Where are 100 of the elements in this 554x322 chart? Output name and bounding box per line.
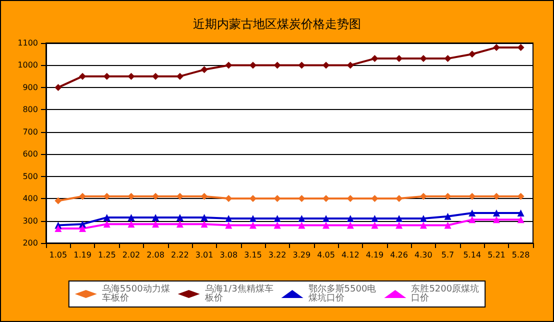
point [152,214,160,221]
point [176,220,184,228]
point [346,222,354,229]
point [517,192,524,200]
point [468,210,476,216]
y-tick-label: 1100 [18,38,38,48]
point [103,214,110,221]
point [420,192,427,200]
point [274,195,281,202]
x-tick-label: 3.01 [195,250,214,260]
point [128,214,135,221]
point [468,192,476,200]
x-tick-label: 5.21 [488,250,506,260]
point [444,212,452,220]
x-tick-label: 4.19 [366,250,384,260]
point [444,192,452,200]
point [274,222,281,229]
point [371,55,378,62]
point [152,72,160,80]
y-tick-label: 600 [22,150,38,159]
point [200,192,208,200]
legend-label: 乌海1/3焦精煤车板价 [204,284,274,304]
x-tick-label: 3.15 [244,250,262,260]
point [176,72,184,80]
point [274,62,281,69]
point [322,215,330,222]
point [517,216,524,224]
y-tick-label: 700 [22,127,38,136]
point [468,216,476,224]
point [54,84,62,91]
x-tick-label: 3.29 [292,250,311,260]
point [444,55,452,62]
x-tick-label: 1.19 [74,250,92,260]
point [103,192,110,200]
x-tick-label: 5.14 [463,250,482,260]
point [298,222,306,229]
point [225,215,232,222]
x-tick-label: 5.7 [441,250,454,260]
point [517,44,524,51]
point [420,215,427,222]
point [346,195,354,202]
point [152,192,160,200]
point [274,215,281,222]
point [225,195,232,202]
y-tick-label: 900 [22,82,38,92]
point [128,72,135,80]
point [249,222,256,229]
x-tick-label: 4.05 [317,250,335,260]
point [396,215,403,222]
point [468,50,476,58]
point [492,44,500,51]
point [396,195,403,202]
point [298,62,306,69]
point [128,192,135,200]
point [200,214,208,221]
x-tick-label: 1.05 [49,250,68,260]
point [346,215,354,222]
point [103,72,110,80]
point [322,62,330,69]
legend-label: 鄂尔多斯5500电煤坑口价 [308,284,376,304]
point [492,216,500,224]
y-tick-label: 1000 [18,60,38,70]
point [176,214,184,221]
point [200,220,208,228]
point [371,215,378,222]
y-tick-label: 300 [22,216,38,226]
point [152,220,160,228]
point [371,222,378,229]
point [128,220,135,228]
point [420,222,427,229]
point [346,62,354,69]
point [225,62,232,69]
point [200,66,208,74]
y-tick-label: 800 [22,105,38,114]
chart-title: 近期内蒙古地区煤炭价格走势图 [193,17,361,31]
point [396,222,403,229]
point [225,222,232,229]
point [103,220,110,228]
point [492,210,500,216]
point [492,192,500,200]
x-tick-label: 2.02 [122,250,140,260]
point [79,192,86,200]
legend-label: 乌海5500动力煤车板价 [102,284,170,304]
point [444,222,452,229]
point [322,222,330,229]
point [298,215,306,222]
x-tick-label: 1.25 [98,250,116,260]
x-tick-label: 4.30 [414,250,432,260]
x-tick-label: 4.26 [390,250,408,260]
x-tick-label: 5.28 [512,250,530,260]
point [249,215,256,222]
point [54,197,62,204]
point [54,225,62,232]
point [79,72,86,80]
point [176,192,184,200]
legend-label: 东胜5200原煤坑口价 [411,284,480,304]
x-tick-label: 4.12 [341,250,360,260]
y-tick-label: 400 [22,194,38,204]
x-tick-label: 3.08 [220,250,238,260]
point [298,195,306,202]
